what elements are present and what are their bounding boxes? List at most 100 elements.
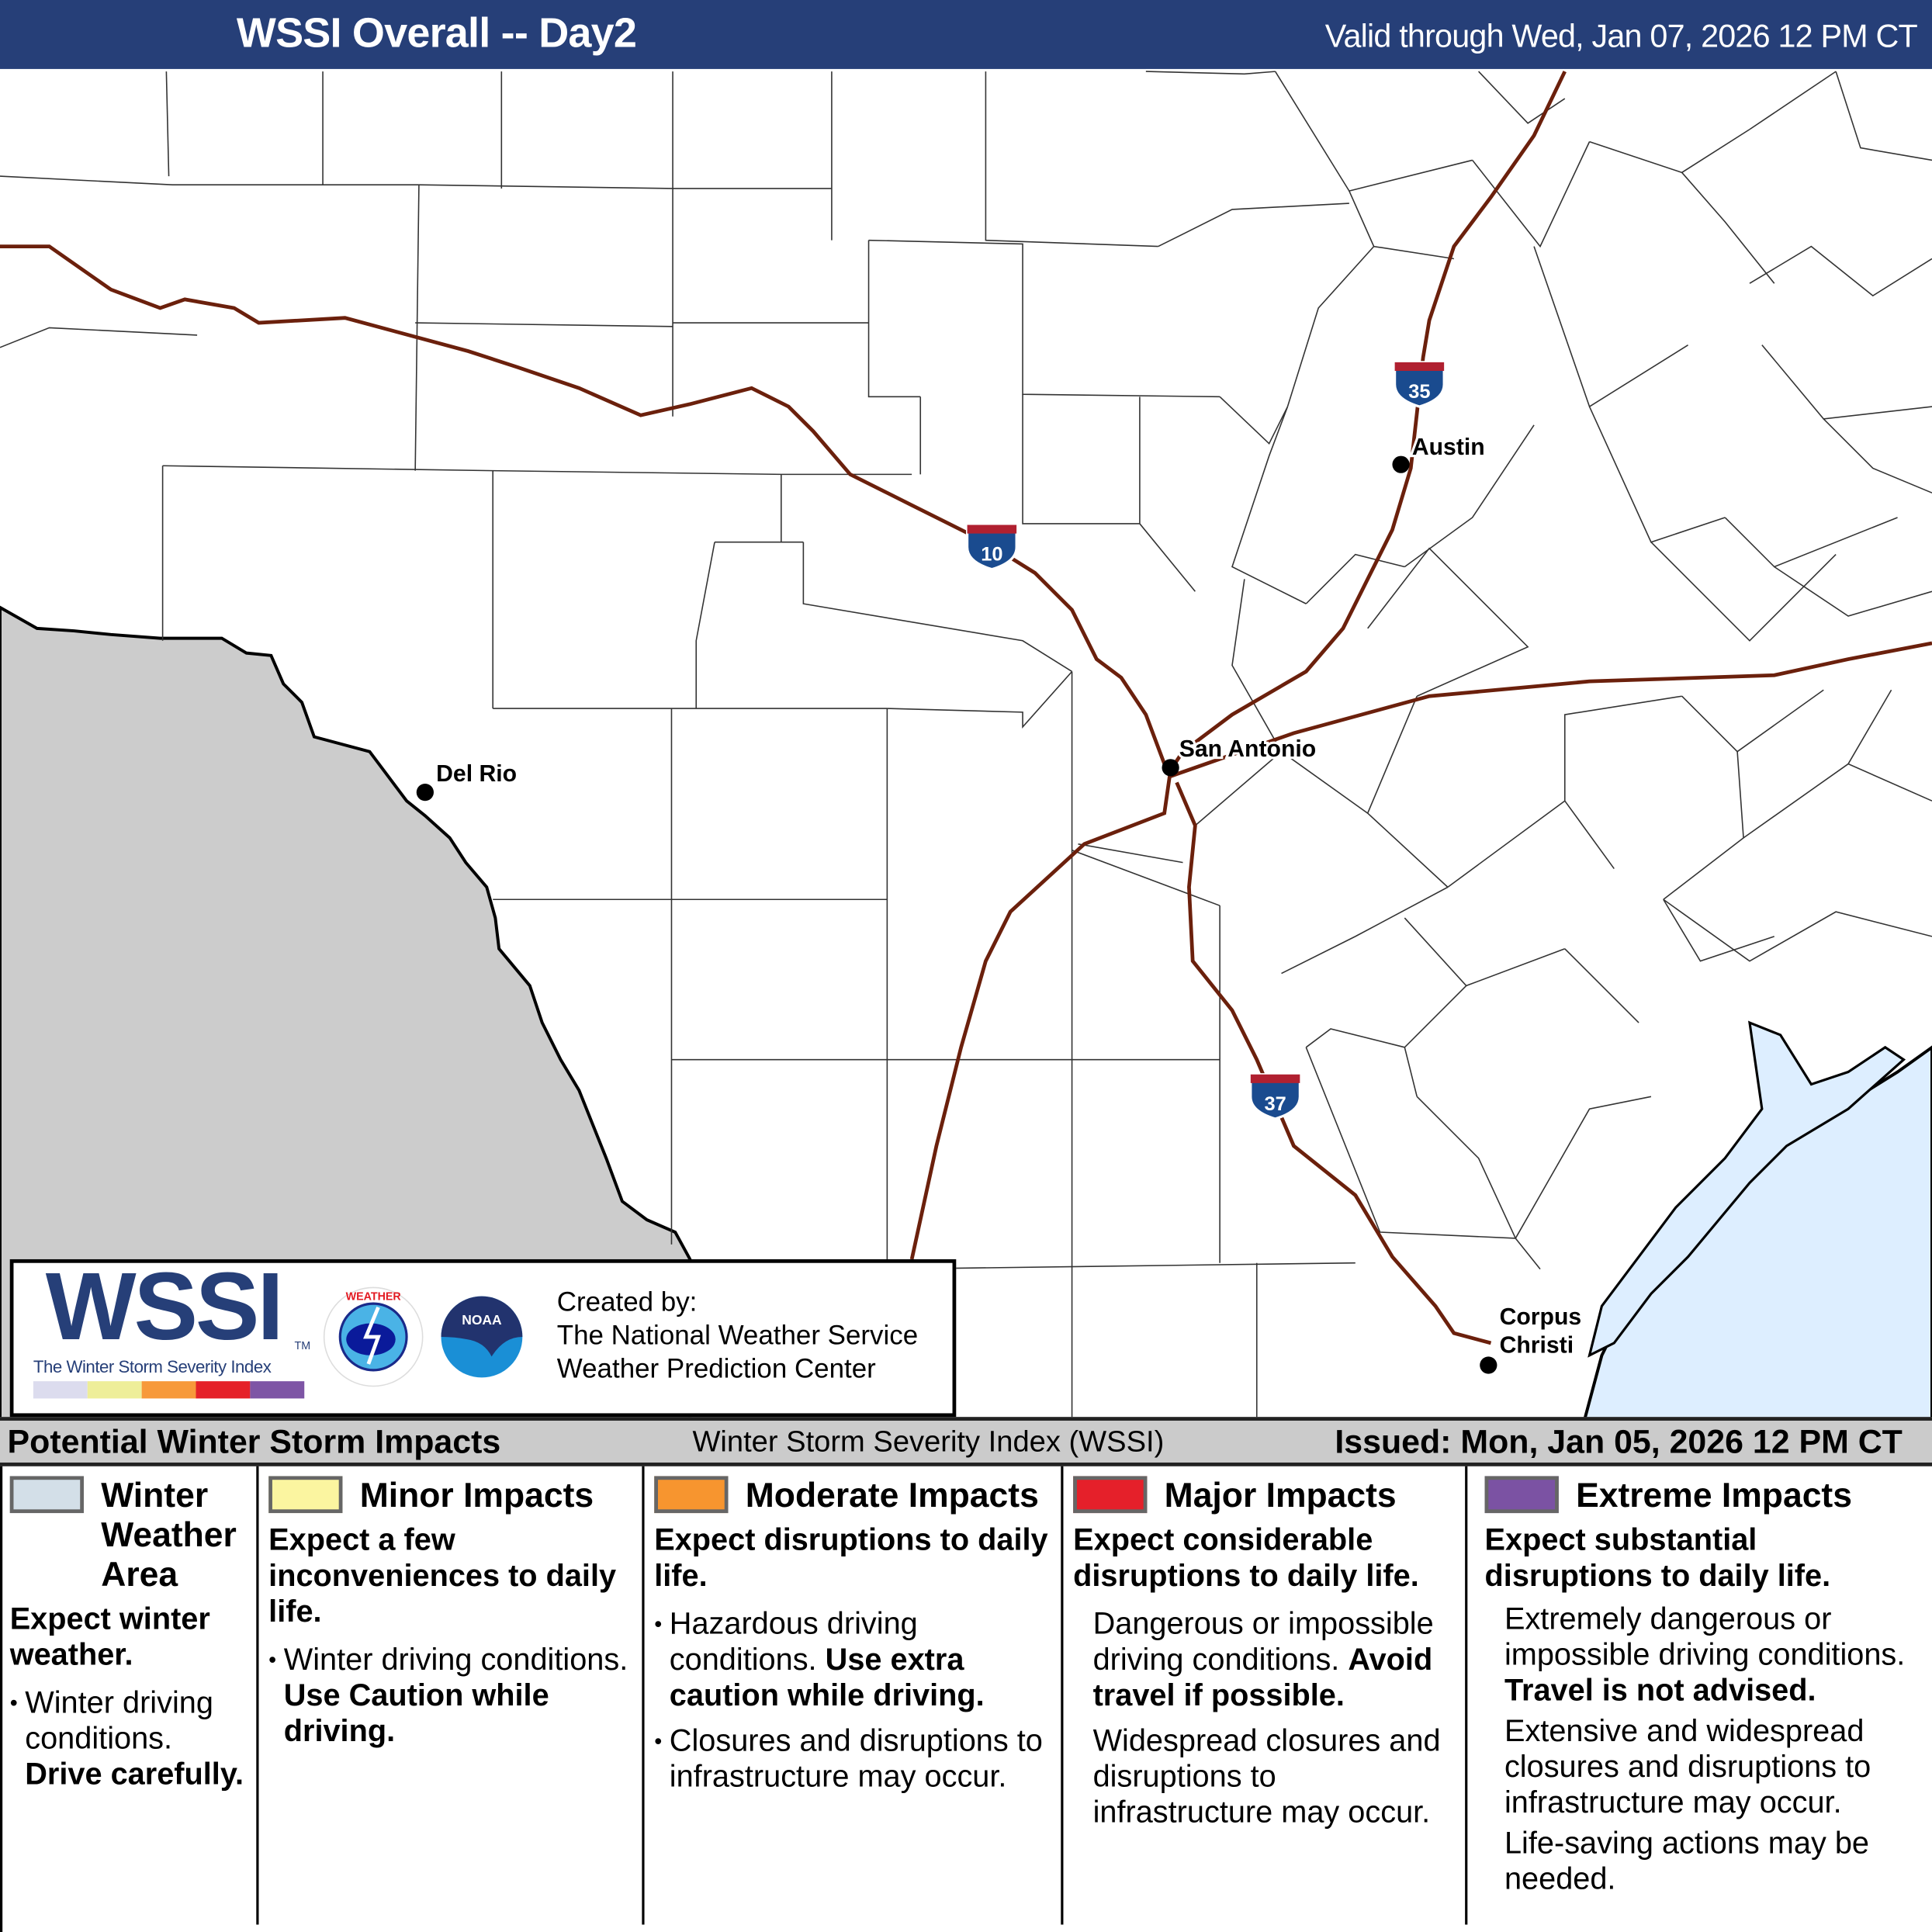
legend-text-winter: Winter driving conditions. Drive careful… <box>25 1685 244 1792</box>
legend-text-moderate-1: Hazardous driving conditions. Use extra … <box>669 1606 985 1713</box>
county-line <box>1219 396 1289 445</box>
bar-minor <box>87 1381 142 1399</box>
legend-sub-minor: Expect a few inconveniences to daily lif… <box>268 1522 617 1629</box>
nws-logo-icon: WEATHER <box>323 1286 424 1387</box>
credit-nws: The National Weather Service <box>556 1319 919 1351</box>
county-line <box>165 71 170 177</box>
county-line <box>1749 245 1932 297</box>
legend-sub-winter: Expect winter weather. <box>9 1601 210 1672</box>
county-line <box>1367 547 1529 697</box>
issued-time: Issued: Mon, Jan 05, 2026 12 PM CT <box>1335 1423 1903 1460</box>
interstate-10-east <box>1169 641 1932 778</box>
swatch-minor <box>268 1476 343 1514</box>
bay-area <box>1587 1020 1906 1358</box>
county-line <box>1281 886 1449 975</box>
county-line <box>1563 695 1682 802</box>
county-line <box>1663 898 1774 962</box>
legend-subtitle: Winter Storm Severity Index (WSSI) <box>692 1425 1165 1459</box>
credit-wpc: Weather Prediction Center <box>556 1352 876 1384</box>
county-line <box>985 71 1158 248</box>
legend-col-winter: Winter Weather Area Expect winter weather.… <box>2 1466 259 1925</box>
city-label-austin: Austin <box>1412 435 1485 460</box>
legend-title-winter: Winter Weather Area <box>101 1476 237 1594</box>
legend-col-moderate: Moderate Impacts Expect disruptions to d… <box>645 1466 1064 1925</box>
corpus-christi-dot <box>1480 1356 1497 1374</box>
interstate-35-south <box>909 770 1172 1260</box>
austin-dot <box>1392 455 1410 473</box>
county-line <box>1416 1096 1516 1239</box>
del-rio-dot <box>416 783 434 802</box>
county-line <box>802 542 1072 673</box>
county-line <box>1145 71 1276 75</box>
county-line <box>1078 843 1183 864</box>
map: 10 35 37 Austin San Antonio Del Rio Corp… <box>0 68 1932 1425</box>
bullet: • <box>654 1612 663 1636</box>
bar-winter <box>33 1381 88 1399</box>
county-line <box>887 1262 1356 1270</box>
valid-time: Valid through Wed, Jan 07, 2026 12 PM CT <box>1324 17 1918 54</box>
bar-moderate <box>141 1381 196 1399</box>
interstate-10-west <box>0 244 1166 765</box>
legend-text-extreme-2: Extensive and widespread closures and di… <box>1504 1713 1871 1820</box>
county-line <box>1761 345 1932 420</box>
county-line <box>1774 566 1932 617</box>
county-boundaries <box>0 71 1932 1418</box>
county-line <box>887 670 1073 729</box>
san-antonio-dot <box>1162 759 1179 777</box>
city-label-christi: Christi <box>1500 1333 1574 1359</box>
county-line <box>0 327 198 348</box>
county-line <box>1823 418 1932 493</box>
legend-title-moderate: Moderate Impacts <box>745 1476 1039 1515</box>
county-line <box>1749 71 1837 130</box>
county-line <box>1724 517 1898 568</box>
svg-text:WEATHER: WEATHER <box>346 1290 402 1303</box>
interstate-35-label: 35 <box>1408 381 1430 403</box>
county-line <box>1515 1238 1541 1270</box>
bullet: • <box>654 1728 663 1754</box>
county-line <box>867 240 921 398</box>
legend-title: Potential Winter Storm Impacts <box>7 1423 501 1460</box>
svg-text:NOAA: NOAA <box>462 1312 502 1328</box>
legend-col-major: Major Impacts Expect considerable disrup… <box>1063 1466 1468 1925</box>
interstate-10-label: 10 <box>981 544 1002 566</box>
city-label-san-antonio: San Antonio <box>1179 736 1316 762</box>
wssi-color-bar <box>33 1381 305 1399</box>
bar-extreme <box>250 1381 305 1399</box>
interstate-35-north <box>1169 71 1567 771</box>
noaa-logo-icon: NOAA <box>432 1287 531 1387</box>
swatch-winter <box>9 1476 84 1514</box>
credits-box: WSSI TM The Winter Storm Severity Index … <box>9 1258 957 1418</box>
county-line <box>1663 898 1932 962</box>
county-line <box>162 465 912 476</box>
legend-text-major-2: Widespread closures and disruptions to i… <box>1092 1723 1441 1830</box>
county-line <box>1305 1047 1516 1239</box>
county-line <box>1515 1096 1652 1239</box>
county-line <box>415 322 673 327</box>
legend-text-major-1: Dangerous or impossible driving conditio… <box>1092 1606 1434 1713</box>
legend-text-extreme-1: Extremely dangerous or impossible drivin… <box>1504 1601 1906 1708</box>
legend-text-minor: Winter driving conditions. Use Caution w… <box>283 1642 628 1749</box>
map-title: WSSI Overall -- Day2 <box>236 9 637 57</box>
swatch-extreme <box>1484 1476 1559 1514</box>
bar-major <box>196 1381 251 1399</box>
legend-sub-major: Expect considerable disruptions to daily… <box>1073 1522 1419 1594</box>
legend-title-major: Major Impacts <box>1164 1476 1397 1515</box>
county-line <box>414 185 420 471</box>
county-line <box>1835 71 1932 161</box>
city-label-del-rio: Del Rio <box>436 761 517 787</box>
wssi-tagline: The Winter Storm Severity Index <box>33 1356 272 1376</box>
swatch-major <box>1073 1476 1148 1514</box>
legend-col-minor: Minor Impacts Expect a few inconvenience… <box>258 1466 645 1925</box>
legend-title-extreme: Extreme Impacts <box>1576 1476 1852 1515</box>
county-line <box>695 542 715 709</box>
legend-col-extreme: Extreme Impacts Expect substantial disru… <box>1467 1466 1932 1925</box>
county-line <box>1231 406 1307 604</box>
county-line <box>1478 71 1566 124</box>
county-line <box>1681 171 1775 284</box>
county-line <box>1564 948 1639 1023</box>
legend-title-minor: Minor Impacts <box>359 1476 594 1515</box>
impact-legend: Winter Weather Area Expect winter weather.… <box>0 1466 1932 1932</box>
county-line <box>1847 689 1892 764</box>
county-line <box>1588 406 1726 543</box>
county-line <box>1158 203 1349 248</box>
